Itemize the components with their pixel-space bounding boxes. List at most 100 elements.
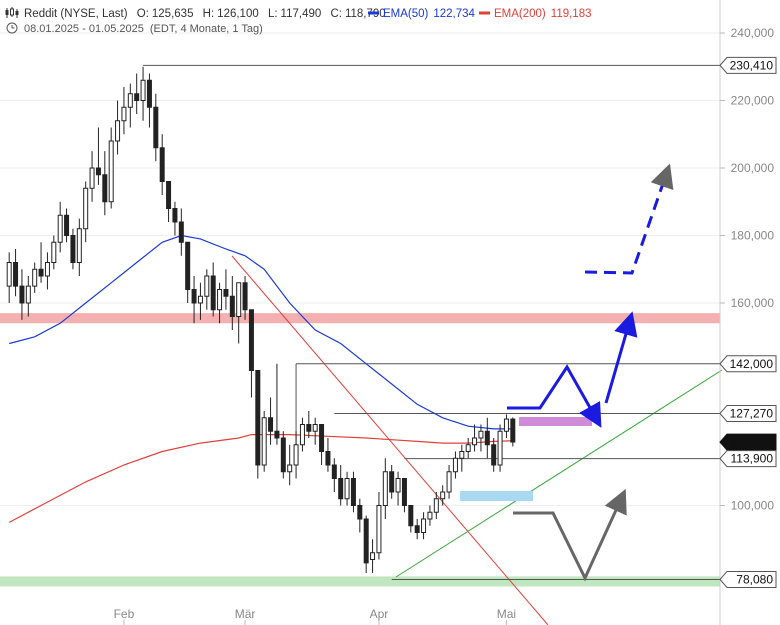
candle	[268, 397, 274, 445]
candle	[121, 87, 127, 135]
y-tick-label: 180,000	[731, 229, 775, 243]
price-tag-label: 230,410	[730, 58, 774, 72]
candle	[178, 208, 184, 256]
candle-body	[242, 282, 248, 311]
candle	[433, 492, 439, 519]
price-axis: 240,000 220,000 200,000 180,000 160,000 100,0…	[720, 26, 774, 513]
price-tag-label: 78,080	[736, 572, 773, 586]
candle	[389, 465, 395, 499]
candle	[204, 269, 210, 310]
candle	[459, 444, 465, 472]
uptrend-line	[395, 369, 723, 578]
candle	[146, 73, 152, 128]
instrument-title: Reddit (NYSE, Last)	[24, 8, 128, 20]
trend-lines	[231, 255, 723, 625]
candle	[401, 478, 407, 513]
candle-body	[280, 437, 286, 473]
candle-body	[6, 262, 12, 287]
low-value: 117,490	[281, 8, 322, 20]
time-axis: Feb Mär Apr Mai	[114, 607, 516, 625]
candle	[6, 252, 12, 303]
candle-body	[414, 525, 420, 533]
candle	[427, 505, 433, 526]
candle-body	[465, 444, 471, 452]
candle-body	[95, 167, 101, 176]
candle-body	[446, 471, 452, 493]
clock-icon	[6, 22, 18, 34]
candle	[127, 83, 133, 128]
resistance-box-violet	[519, 417, 592, 426]
support-box-blue	[460, 491, 533, 501]
candle	[370, 539, 376, 573]
candle-body	[210, 275, 216, 311]
candle-body	[421, 518, 427, 533]
candle-body	[268, 417, 274, 432]
candle-body	[344, 478, 350, 500]
candle	[503, 414, 509, 438]
ema50-legend-value: 122,734	[433, 8, 475, 20]
candle	[64, 208, 70, 243]
candle-body	[370, 552, 376, 560]
price-tag: 118,790	[719, 433, 777, 451]
date-range: 08.01.2025 - 01.05.2025	[24, 23, 144, 35]
y-tick-label: 200,000	[731, 161, 775, 175]
candle	[484, 417, 490, 459]
candle-body	[153, 106, 159, 149]
candle	[51, 235, 57, 270]
candle	[197, 282, 203, 320]
candle-body	[159, 147, 165, 182]
candle-body	[166, 181, 172, 209]
downtrend-line	[231, 255, 549, 625]
scenario-drawings	[460, 163, 674, 582]
candle	[89, 151, 95, 202]
candle-body	[274, 430, 280, 439]
candle	[108, 127, 114, 209]
candle-body	[459, 451, 465, 459]
x-tick-label: Mär	[235, 607, 256, 621]
candle-body	[433, 498, 439, 513]
candle	[478, 424, 484, 452]
candle	[331, 458, 337, 492]
candle-body	[223, 289, 229, 297]
candle	[280, 431, 286, 479]
candle-body	[178, 221, 184, 243]
candle	[44, 252, 50, 290]
candle	[57, 201, 63, 253]
bear-path-arrow	[513, 488, 627, 582]
candle-body	[325, 451, 331, 466]
candle-body	[357, 505, 363, 520]
candle-body	[19, 285, 25, 304]
candle-body	[408, 505, 414, 527]
ema50-line	[9, 234, 513, 430]
candlestick-icon	[5, 7, 19, 18]
candle-body	[497, 430, 503, 466]
candle-body	[427, 511, 433, 520]
candle	[140, 66, 146, 121]
candle-body	[217, 289, 223, 311]
candle-body	[382, 471, 388, 506]
candle-body	[185, 241, 191, 290]
ema50-legend-label: EMA(50)	[383, 8, 429, 20]
candle	[274, 363, 280, 445]
price-tag: 127,270	[719, 404, 777, 422]
candle	[261, 411, 267, 472]
svg-text:Reddit (NYSE, Last) O:12: Reddit (NYSE, Last) O: 125,635 H: 126,100 …	[24, 8, 386, 20]
candle-body	[484, 430, 490, 446]
candle	[293, 431, 299, 479]
candle-body	[312, 424, 318, 432]
candle-body	[401, 478, 407, 506]
candle-body	[57, 214, 63, 243]
candle	[491, 438, 497, 472]
y-tick-label: 160,000	[731, 296, 775, 310]
bull-target-dashed-arrow	[584, 163, 674, 275]
candle-body	[108, 140, 114, 203]
candle-body	[452, 457, 458, 473]
candle-body	[229, 295, 235, 317]
x-tick-label: Mai	[497, 607, 516, 621]
price-tag-label: 127,270	[730, 406, 774, 420]
candle	[446, 465, 452, 499]
candle-body	[191, 289, 197, 304]
y-tick-label: 220,000	[731, 94, 775, 108]
grid-lines	[0, 32, 720, 506]
candle	[76, 218, 82, 276]
